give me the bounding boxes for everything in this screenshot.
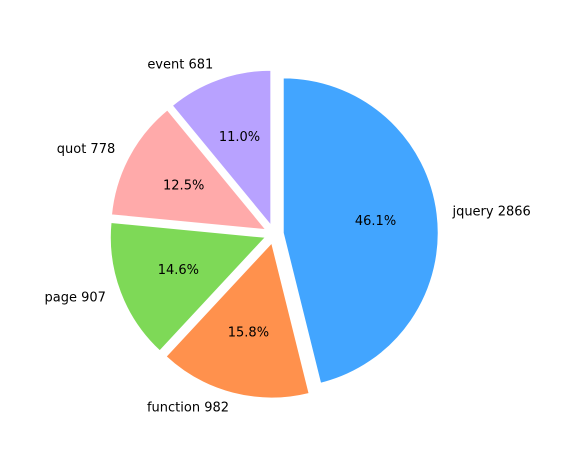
- pct-label-function: 15.8%: [228, 326, 269, 341]
- pie-slices: [109, 69, 439, 399]
- slice-label-quot: quot 778: [57, 142, 116, 157]
- slice-label-jquery: jquery 2866: [451, 205, 530, 220]
- slice-label-page: page 907: [44, 290, 105, 305]
- pie-slice-jquery: [282, 77, 439, 384]
- pct-label-event: 11.0%: [219, 130, 260, 145]
- slice-label-event: event 681: [147, 57, 213, 72]
- pct-label-page: 14.6%: [158, 263, 199, 278]
- pie-slice-function: [165, 241, 310, 399]
- pct-label-quot: 12.5%: [163, 178, 204, 193]
- pie-slice-event: [171, 69, 272, 227]
- pct-label-jquery: 46.1%: [355, 214, 396, 229]
- pie-slice-quot: [110, 109, 267, 231]
- slice-label-function: function 982: [147, 401, 229, 416]
- pie-slice-page: [109, 221, 267, 352]
- pie-labels: jquery 2866 46.1% function 982 15.8% page 90…: [44, 57, 530, 415]
